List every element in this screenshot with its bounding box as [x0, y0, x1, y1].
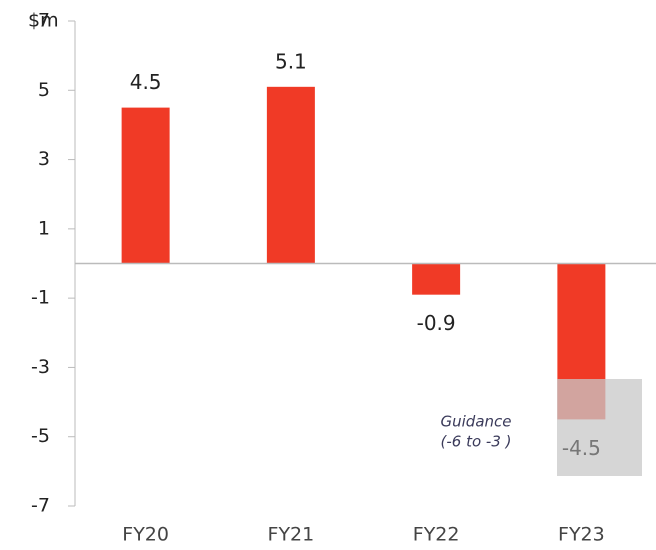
x-tick-label: FY22	[413, 524, 460, 546]
x-tick-label: FY20	[122, 524, 169, 546]
bar	[412, 263, 461, 295]
annotation: (-6 to -3 )	[441, 433, 512, 451]
annotation: Guidance	[441, 413, 512, 431]
value-label: 4.5	[130, 70, 162, 94]
value-label: -0.9	[417, 311, 456, 335]
bar	[266, 86, 315, 264]
guidance-box	[557, 379, 642, 476]
y-tick-label: -5	[31, 425, 50, 447]
y-tick-label: 3	[38, 148, 50, 170]
value-label: 5.1	[275, 49, 307, 73]
x-tick-label: FY21	[268, 524, 315, 546]
y-tick-label: -1	[31, 287, 50, 309]
bar	[121, 107, 170, 264]
y-tick-label: -3	[31, 356, 50, 378]
y-tick-label: 5	[38, 79, 50, 101]
y-tick-label: 7	[38, 10, 50, 32]
y-axis-label: $m	[28, 10, 59, 32]
x-tick-label: FY23	[558, 524, 605, 546]
y-tick-label: -7	[31, 495, 50, 517]
y-tick-label: 1	[38, 217, 50, 239]
value-label: -4.5	[562, 436, 601, 460]
